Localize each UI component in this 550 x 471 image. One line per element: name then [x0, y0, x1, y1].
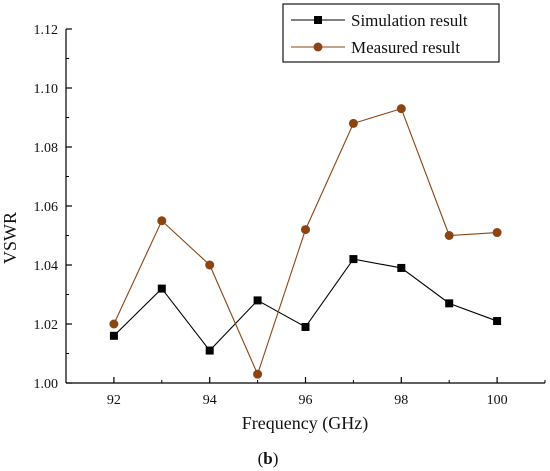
data-point-square — [301, 322, 310, 331]
y-tick-label: 1.10 — [34, 82, 59, 97]
y-axis-title: VSWR — [0, 212, 20, 264]
data-point-square — [157, 284, 166, 293]
data-point-circle — [205, 260, 215, 270]
y-tick-label: 1.06 — [34, 200, 59, 215]
axes: 1.00 1.02 1.04 1.06 1.08 1.10 1.12 92 94 96 98 100 — [34, 23, 546, 408]
x-tick-label: 96 — [299, 393, 313, 408]
legend-marker-circle — [313, 42, 323, 52]
data-point-square — [109, 331, 118, 340]
data-point-circle — [301, 225, 310, 235]
y-tick-label: 1.02 — [34, 318, 59, 333]
data-point-circle — [157, 216, 167, 226]
data-point-square — [349, 255, 358, 264]
x-tick-label: 94 — [203, 393, 217, 408]
data-point-square — [445, 299, 454, 308]
y-tick-label: 1.08 — [34, 141, 59, 156]
x-tick-label: 98 — [394, 393, 408, 408]
data-point-circle — [444, 231, 454, 240]
data-point-circle — [253, 369, 263, 379]
data-point-square — [493, 317, 502, 326]
legend-box — [282, 3, 500, 63]
series-line — [113, 107, 498, 376]
legend: Simulation result Measured result — [282, 3, 500, 63]
y-tick-label: 1.12 — [34, 23, 59, 38]
data-point-square — [253, 296, 262, 305]
data-point-square — [205, 346, 214, 355]
data-point-circle — [396, 104, 406, 114]
y-tick-label: 1.04 — [34, 259, 59, 274]
series-group — [109, 104, 502, 379]
data-point-square — [397, 263, 406, 272]
data-point-circle — [492, 228, 502, 238]
figure-caption: (b) — [258, 449, 279, 468]
data-point-circle — [109, 319, 119, 329]
x-axis-title: Frequency (GHz) — [242, 413, 368, 434]
legend-marker-square — [314, 16, 322, 24]
series-line — [113, 258, 498, 352]
x-tick-label: 92 — [107, 393, 121, 408]
series-measured — [109, 104, 502, 379]
series-simulation — [109, 255, 502, 355]
x-tick-label: 100 — [487, 393, 508, 408]
y-tick-label: 1.00 — [34, 377, 59, 392]
legend-label: Measured result — [351, 38, 460, 57]
legend-label: Simulation result — [351, 11, 468, 30]
data-point-circle — [348, 118, 358, 128]
